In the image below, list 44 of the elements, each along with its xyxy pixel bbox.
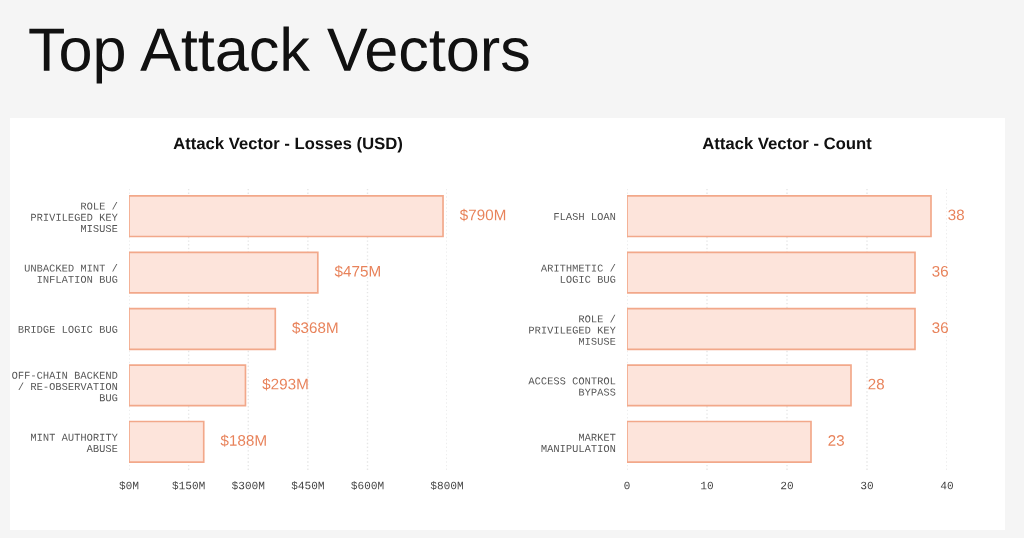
y-tick-label: ACCESS CONTROL BYPASS [528,377,616,396]
bar [129,307,277,351]
y-tick-label: UNBACKED MINT / INFLATION BUG [24,263,118,283]
x-tick-label: 40 [940,481,953,490]
data-label: 36 [932,265,948,277]
y-tick-label: MINT AUTHORITY ABUSE [31,433,118,453]
y-tick-label: BRIDGE LOGIC BUG [18,325,118,333]
x-tick-label: 0 [624,481,630,490]
y-tick-label: FLASH LOAN [554,213,616,221]
x-tick-label: $0M [119,481,139,490]
bar [627,307,916,351]
x-tick-label: $800M [430,481,463,490]
data-label: 23 [828,435,844,446]
data-label: $475M [334,265,380,278]
data-label: 38 [948,209,964,221]
bar [129,251,319,294]
bar [129,364,247,407]
x-tick-label: 20 [781,481,793,490]
bar [627,420,812,463]
data-label: 36 [932,322,948,334]
data-label: 28 [868,378,884,390]
bar [627,364,852,407]
bar [129,195,444,238]
chart-title: Attack Vector - Losses (USD) [173,137,403,153]
bar [627,195,932,238]
x-tick-label: $600M [351,481,384,490]
chart-title: Attack Vector - Count [702,137,872,150]
x-tick-label: $300M [231,481,265,490]
bar [627,251,916,294]
y-tick-label: MARKET MANIPULATION [541,433,616,453]
data-label: $790M [459,208,506,222]
data-label: $368M [292,321,338,335]
y-tick-label: ARITHMETIC / LOGIC BUG [540,263,616,283]
y-tick-label: ROLE / PRIVILEGED KEY MISUSE [31,201,118,233]
y-tick-label: ROLE / PRIVILEGED KEY MISUSE [529,314,616,345]
bar [129,420,205,463]
x-tick-label: 10 [701,481,713,490]
x-tick-label: 30 [861,481,873,490]
text: Top Attack Vectors [29,26,529,84]
data-label: $188M [220,434,266,447]
y-tick-label: OFF-CHAIN BACKEND / RE-OBSERVATION BUG [12,371,118,402]
x-tick-label: $150M [172,481,205,490]
x-tick-label: $450M [291,481,324,490]
data-label: $293M [262,378,308,391]
